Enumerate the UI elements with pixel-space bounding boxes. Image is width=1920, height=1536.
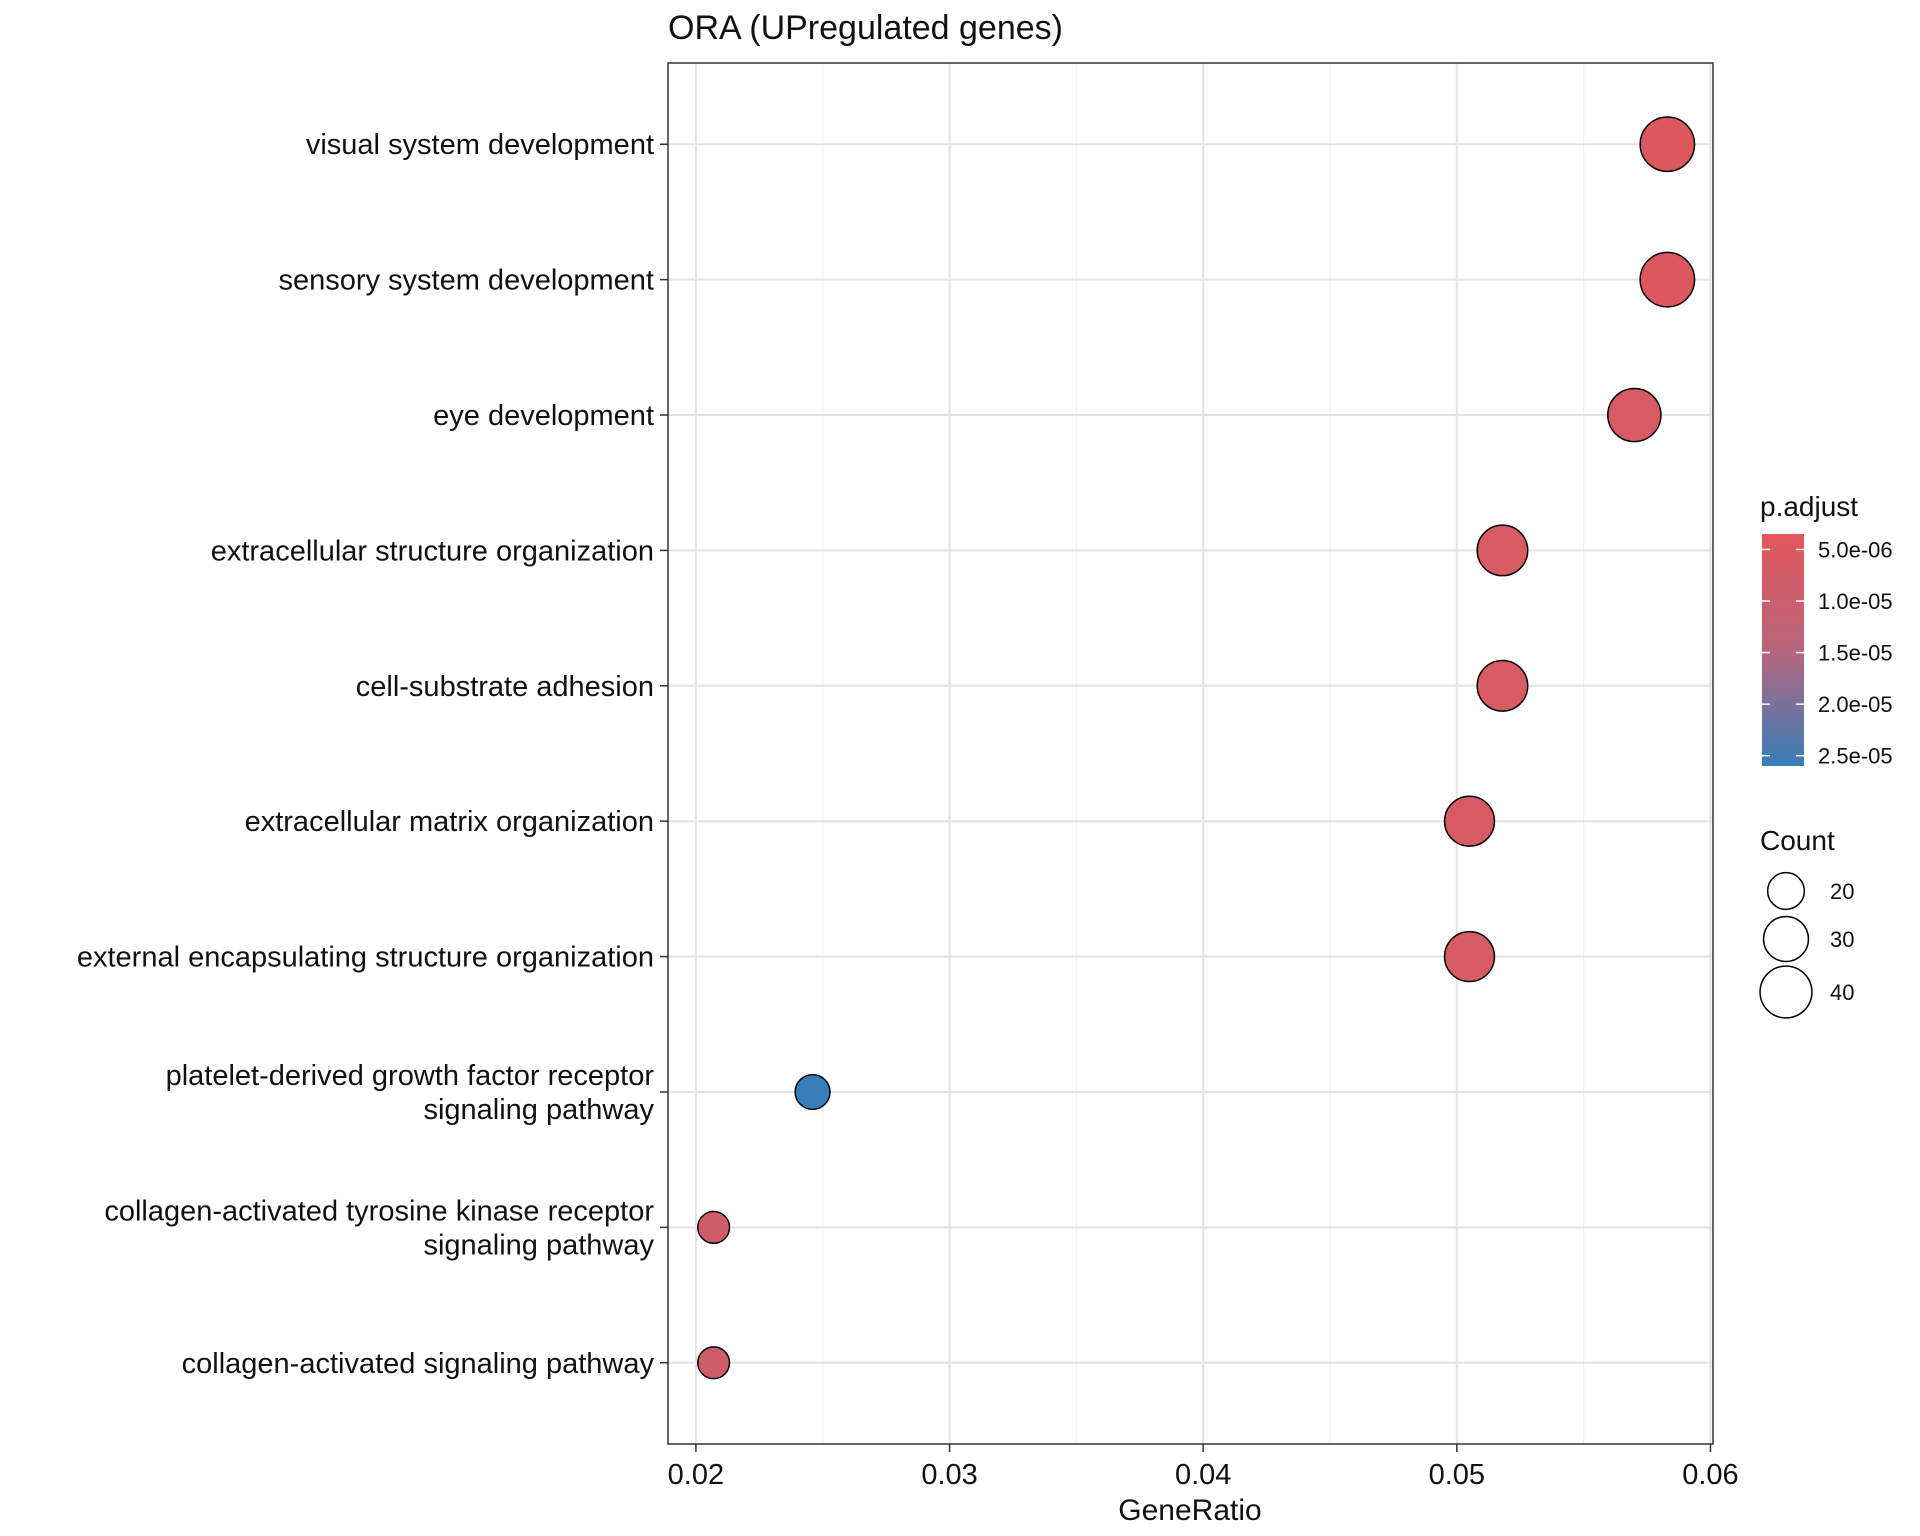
- color-legend-gradient-bar: [1762, 534, 1804, 766]
- y-tick-label: external encapsulating structure organiz…: [77, 942, 654, 974]
- x-tick-label: 0.03: [921, 1459, 977, 1491]
- data-point: [1607, 387, 1662, 443]
- y-tick-label: visual system development: [306, 129, 654, 161]
- color-legend-title: p.adjust: [1760, 491, 1858, 522]
- size-legend-key: [1766, 871, 1806, 911]
- size-legend-label: 30: [1830, 927, 1854, 952]
- y-tick-label: eye development: [433, 400, 654, 432]
- color-legend-label: 1.5e-05: [1818, 641, 1893, 666]
- data-point: [697, 1210, 731, 1245]
- y-tick-label: collagen-activated tyrosine kinase recep…: [104, 1195, 654, 1261]
- data-point: [794, 1073, 831, 1111]
- y-tick-label: cell-substrate adhesion: [356, 671, 654, 703]
- chart-title: ORA (UPregulated genes): [668, 9, 1063, 47]
- x-tick-label: 0.05: [1429, 1459, 1485, 1491]
- data-point: [1639, 116, 1696, 173]
- color-legend: p.adjust 5.0e-06 1.0e-05 1.5e-05 2.0e-05 2.5…: [1760, 491, 1893, 769]
- data-point: [697, 1346, 731, 1380]
- color-legend-label: 5.0e-06: [1818, 537, 1893, 562]
- data-point: [1443, 930, 1496, 983]
- color-legend-label: 2.5e-05: [1818, 744, 1893, 769]
- size-legend-label: 20: [1830, 879, 1854, 904]
- data-point: [1639, 251, 1696, 308]
- color-legend-label: 2.0e-05: [1818, 692, 1893, 717]
- y-tick-label: sensory system development: [278, 265, 654, 297]
- size-legend-label: 40: [1830, 980, 1854, 1005]
- data-point: [1476, 524, 1529, 577]
- x-tick-label: 0.02: [668, 1459, 724, 1491]
- size-legend-key: [1762, 915, 1810, 963]
- x-axis: 0.02 0.03 0.04 0.05 0.06: [668, 1444, 1739, 1491]
- data-point: [1476, 659, 1529, 712]
- y-tick-label: collagen-activated signaling pathway: [182, 1348, 655, 1380]
- y-axis: visual system development sensory system …: [77, 129, 668, 1380]
- size-legend-title: Count: [1760, 825, 1835, 856]
- size-legend: Count 20 30 40: [1759, 825, 1854, 1019]
- data-points: [697, 116, 1696, 1380]
- y-tick-label: platelet-derived growth factor receptor s…: [166, 1060, 655, 1126]
- plot-panel: [667, 62, 1714, 1445]
- grid-major: [668, 63, 1713, 1444]
- data-point: [1443, 795, 1496, 847]
- y-tick-label: extracellular structure organization: [211, 535, 654, 567]
- size-legend-key: [1759, 965, 1813, 1019]
- x-tick-label: 0.04: [1175, 1459, 1231, 1491]
- color-legend-label: 1.0e-05: [1818, 589, 1893, 614]
- y-tick-label: extracellular matrix organization: [245, 806, 654, 838]
- grid-minor: [822, 63, 1585, 1444]
- x-axis-title: GeneRatio: [1118, 1494, 1261, 1527]
- x-tick-label: 0.06: [1682, 1459, 1738, 1491]
